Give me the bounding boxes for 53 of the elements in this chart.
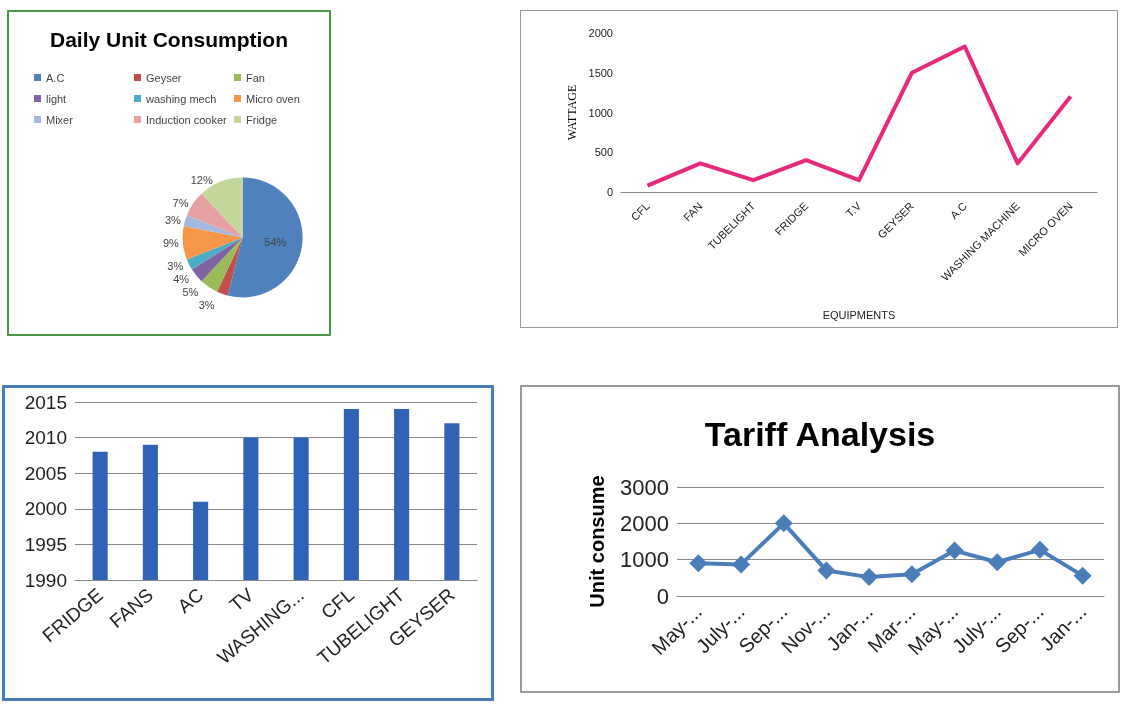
y-tick-label: 0 [606,186,613,198]
x-tick-label: CFL [628,199,652,223]
y-tick-label: 1995 [24,533,67,555]
y-tick-label: 1500 [588,66,613,79]
data-label: 3% [167,259,184,272]
point [689,554,708,573]
x-tick-label: AC [173,583,208,618]
legend-label: washing mech [145,92,217,105]
y-axis-title: WATTAGE [564,84,579,141]
point [817,561,836,580]
y-tick-label: 1990 [24,569,67,591]
y-tick-label: 2005 [24,462,67,484]
data-label: 5% [182,285,199,298]
x-axis-title: EQUIPMENTS [822,308,896,321]
legend-label: Micro oven [246,92,300,105]
point [1073,566,1092,585]
data-label: 3% [198,298,215,311]
data-label: 9% [162,237,179,250]
y-tick-label: 2010 [24,427,67,449]
x-tick-label: T.V [843,199,864,220]
data-label: 54% [264,235,287,248]
y-tick-label: 3000 [620,474,669,500]
legend-label: Induction cooker [146,113,228,126]
legend-label: Fan [246,71,265,84]
data-label: 7% [172,196,189,209]
legend-label: Geyser [146,71,182,84]
y-tick-label: 0 [656,583,669,609]
legend-label: Mixer [46,113,74,126]
data-label: 12% [190,173,213,186]
line-series [645,44,1073,188]
legend-label: light [46,92,67,105]
point [988,553,1007,572]
point [774,514,793,533]
legend-label: Fridge [246,113,278,126]
y-tick-label: 500 [594,146,613,159]
data-label: 4% [173,272,190,285]
y-tick-label: 2015 [24,391,67,413]
point [902,565,921,584]
y-axis-title: Unit consume [585,475,608,608]
y-tick-label: 1000 [588,106,613,119]
point [1030,540,1049,559]
y-tick-label: 2000 [24,498,67,520]
point [945,541,964,560]
data-label: 3% [164,214,182,227]
chart-title: Tariff Analysis [704,415,936,453]
point [860,568,879,587]
y-tick-label: 2000 [620,510,669,536]
y-tick-label: 1000 [620,547,669,573]
point [732,555,751,574]
y-tick-label: 2000 [588,27,613,39]
chart-title: Daily Unit Consumption [50,28,288,51]
x-tick-label: A.C [947,199,970,222]
legend-label: A.C [46,71,65,84]
